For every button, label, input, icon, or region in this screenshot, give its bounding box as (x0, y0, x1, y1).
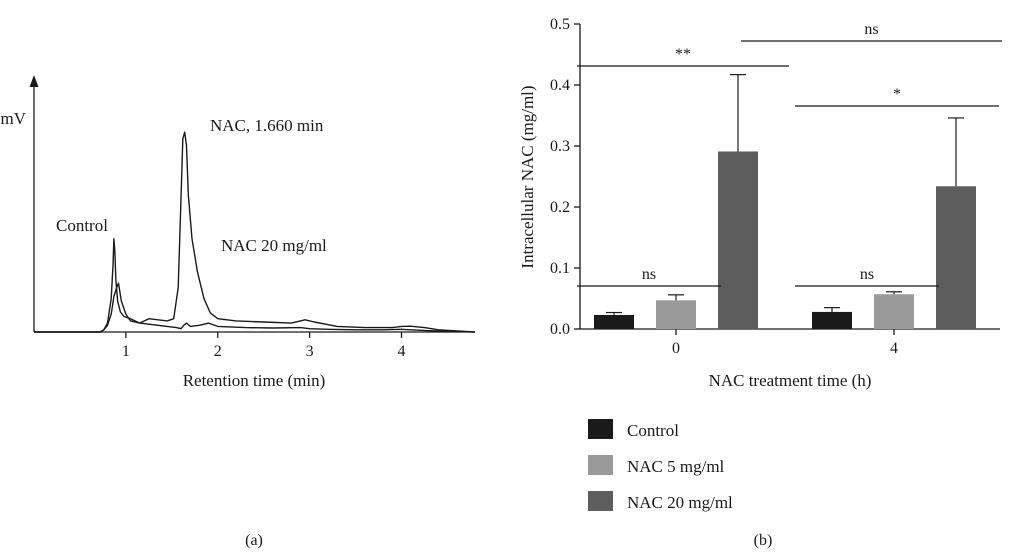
bar (812, 311, 852, 329)
y-tick-label: 0.3 (550, 138, 570, 155)
annotation-control: Control (56, 216, 108, 235)
legend-label-nac-5: NAC 5 mg/ml (627, 457, 725, 476)
y-axis-arrow-icon (29, 75, 39, 87)
legend-label-nac-20: NAC 20 mg/ml (627, 493, 733, 512)
chromatogram-x-ticks: 1 2 3 4 (122, 332, 406, 360)
y-tick-label: 0.5 (550, 16, 570, 33)
bar (874, 294, 914, 329)
bar-y-ticks: 0.0 0.1 0.2 0.3 0.4 0.5 (550, 16, 580, 338)
bar-x-label: NAC treatment time (h) (709, 371, 872, 390)
significance-label: ns (860, 266, 874, 283)
significance-label: ns (864, 21, 878, 38)
legend-swatch-control (588, 419, 613, 439)
x-tick-label: 4 (398, 343, 406, 360)
bar (594, 314, 634, 329)
significance-label: ** (675, 46, 691, 63)
x-tick-label: 0 (672, 340, 680, 357)
legend-label-control: Control (627, 421, 679, 440)
bars (594, 74, 976, 329)
y-tick-label: 0.1 (550, 260, 570, 277)
bar (718, 151, 758, 329)
bar-y-label: Intracellular NAC (mg/ml) (518, 85, 537, 268)
legend-swatch-nac-20 (588, 491, 613, 511)
x-tick-label: 2 (214, 343, 222, 360)
panel-b-label: (b) (754, 532, 773, 549)
trace-control (34, 238, 476, 333)
annotation-nac-20: NAC 20 mg/ml (221, 236, 327, 255)
trace-nac-20 (34, 131, 476, 333)
x-tick-label: 3 (306, 343, 314, 360)
x-tick-label: 4 (890, 340, 898, 357)
y-tick-label: 0.0 (550, 321, 570, 338)
bar (656, 300, 696, 329)
legend: Control NAC 5 mg/ml NAC 20 mg/ml (588, 419, 733, 512)
annotation-nac-peak: NAC, 1.660 min (210, 116, 324, 135)
chromatogram-panel: mV 1 2 3 4 Retention time (min) NAC, 1.660 … (1, 75, 476, 549)
y-tick-label: 0.4 (550, 77, 570, 94)
x-tick-label: 1 (122, 343, 130, 360)
y-tick-label: 0.2 (550, 199, 570, 216)
significance-brackets: ns ** ns * ns (577, 21, 1002, 287)
legend-swatch-nac-5 (588, 455, 613, 475)
panel-a-label: (a) (245, 532, 263, 549)
significance-label: * (893, 86, 901, 103)
chromatogram-x-label: Retention time (min) (183, 371, 326, 390)
chromatogram-y-label: mV (1, 109, 27, 128)
bar (936, 186, 976, 329)
significance-label: ns (642, 266, 656, 283)
